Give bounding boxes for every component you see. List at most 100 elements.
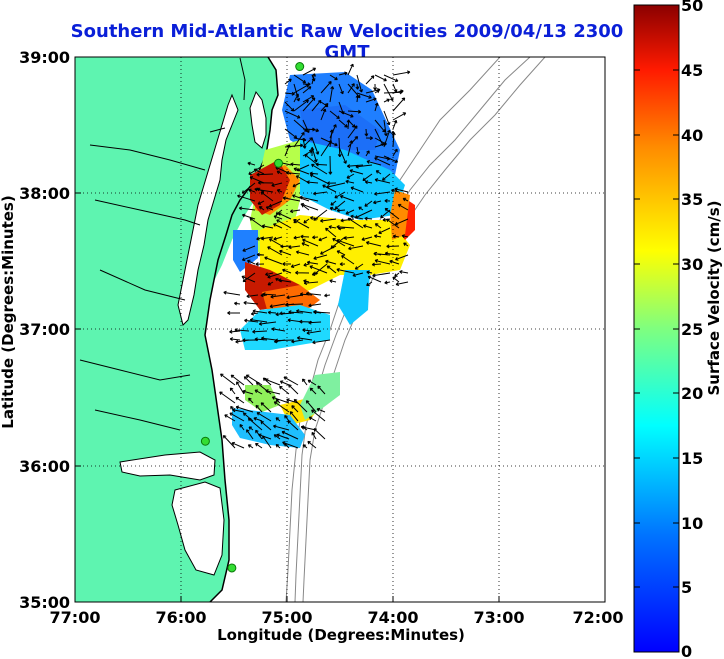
velocity-arrow: [325, 227, 337, 238]
velocity-arrow: [372, 272, 391, 278]
velocity-arrow: [336, 250, 346, 256]
velocity-arrow: [392, 70, 411, 76]
velocity-arrow: [290, 162, 301, 167]
velocity-arrow: [403, 242, 409, 247]
velocity-arrow: [302, 119, 310, 134]
velocity-arrow: [395, 281, 409, 286]
velocity-arrow: [371, 262, 382, 267]
velocity-arrow: [238, 206, 256, 211]
velocity-arrow: [265, 206, 274, 211]
velocity-arrow: [346, 164, 364, 169]
velocity-arrow: [302, 97, 316, 112]
velocity-arrow: [363, 224, 373, 229]
colorbar-tick-label: 35: [681, 190, 703, 209]
velocity-arrow: [365, 136, 373, 141]
velocity-arrow: [249, 217, 265, 229]
velocity-arrow: [309, 387, 317, 395]
velocity-arrow: [373, 234, 382, 239]
velocity-arrow: [293, 74, 307, 84]
velocity-arrow: [347, 83, 355, 94]
colorbar-tick-label: 20: [681, 384, 703, 403]
velocity-arrow: [386, 244, 400, 249]
velocity-arrow: [334, 200, 346, 210]
velocity-arrow: [355, 164, 373, 169]
y-tick-label: 36:00: [19, 457, 70, 476]
velocity-arrow: [316, 407, 326, 413]
velocity-arrow: [289, 209, 301, 214]
velocity-arrow: [303, 218, 310, 224]
velocity-arrow: [261, 224, 274, 229]
velocity-arrow: [392, 97, 406, 112]
velocity-arrow: [313, 428, 326, 440]
velocity-arrow: [364, 128, 369, 137]
velocity-arrow: [288, 310, 304, 315]
velocity-arrow: [257, 180, 274, 185]
velocity-arrow: [308, 416, 317, 422]
velocity-arrow: [355, 83, 360, 90]
velocity-arrow: [384, 280, 391, 285]
velocity-arrow: [384, 207, 400, 220]
velocity-arrow: [234, 301, 241, 306]
velocity-arrow: [345, 209, 355, 215]
velocity-arrow: [255, 404, 263, 413]
velocity-arrow: [318, 236, 328, 242]
velocity-arrow: [241, 254, 256, 262]
velocity-arrow: [317, 385, 326, 395]
velocity-arrow: [241, 275, 256, 283]
velocity-arrow: [308, 303, 322, 308]
velocity-arrow: [247, 259, 256, 265]
velocity-arrow: [256, 412, 272, 422]
velocity-arrow: [265, 378, 281, 386]
velocity-arrow: [306, 260, 319, 265]
colorbar-tick-label: 5: [681, 578, 692, 597]
velocity-arrow: [282, 441, 299, 449]
velocity-arrow: [284, 91, 295, 96]
velocity-arrow: [260, 336, 277, 341]
coastline: [204, 57, 279, 602]
velocity-arrow: [267, 246, 283, 256]
velocity-arrow: [311, 99, 322, 112]
velocity-arrow: [275, 417, 281, 422]
velocity-arrow: [275, 444, 281, 449]
velocity-arrow: [356, 74, 363, 93]
velocity-arrow: [293, 398, 308, 413]
velocity-arrow: [355, 146, 360, 155]
velocity-arrow: [291, 405, 299, 413]
velocity-arrow: [338, 83, 344, 95]
velocity-arrow: [374, 102, 379, 112]
bathymetry-contour: [285, 57, 501, 602]
velocity-arrow: [402, 197, 409, 202]
velocity-arrow: [267, 281, 274, 286]
velocity-arrow: [311, 163, 328, 175]
velocity-arrow: [356, 92, 372, 99]
velocity-arrow: [364, 180, 373, 185]
velocity-arrow: [249, 176, 265, 184]
velocity-arrow: [308, 320, 322, 325]
velocity-arrow: [313, 310, 331, 314]
velocity-arrow: [392, 148, 398, 157]
velocity-arrow: [296, 336, 313, 341]
velocity-arrow: [326, 181, 337, 186]
velocity-arrow: [255, 381, 272, 395]
velocity-arrow: [394, 272, 400, 277]
velocity-arrow: [383, 119, 388, 137]
velocity-arrow: [329, 86, 335, 103]
velocity-arrows: [219, 63, 411, 449]
velocity-arrow: [338, 110, 354, 118]
chesapeake-bay: [177, 93, 239, 326]
velocity-arrow: [293, 235, 301, 240]
velocity-arrow: [229, 337, 241, 342]
velocity-arrow: [374, 119, 386, 133]
velocity-arrow: [273, 424, 290, 431]
velocity-arrow: [375, 170, 382, 175]
velocity-arrow: [325, 259, 337, 265]
velocity-arrow: [235, 396, 245, 404]
radar-station-marker: [295, 62, 305, 72]
velocity-arrow: [347, 136, 359, 148]
velocity-arrow: [336, 208, 346, 213]
velocity-arrow: [260, 402, 272, 413]
velocity-arrow: [329, 74, 338, 81]
velocity-arrow: [309, 265, 328, 274]
velocity-arrow: [310, 147, 315, 157]
velocity-arrow: [336, 238, 355, 247]
